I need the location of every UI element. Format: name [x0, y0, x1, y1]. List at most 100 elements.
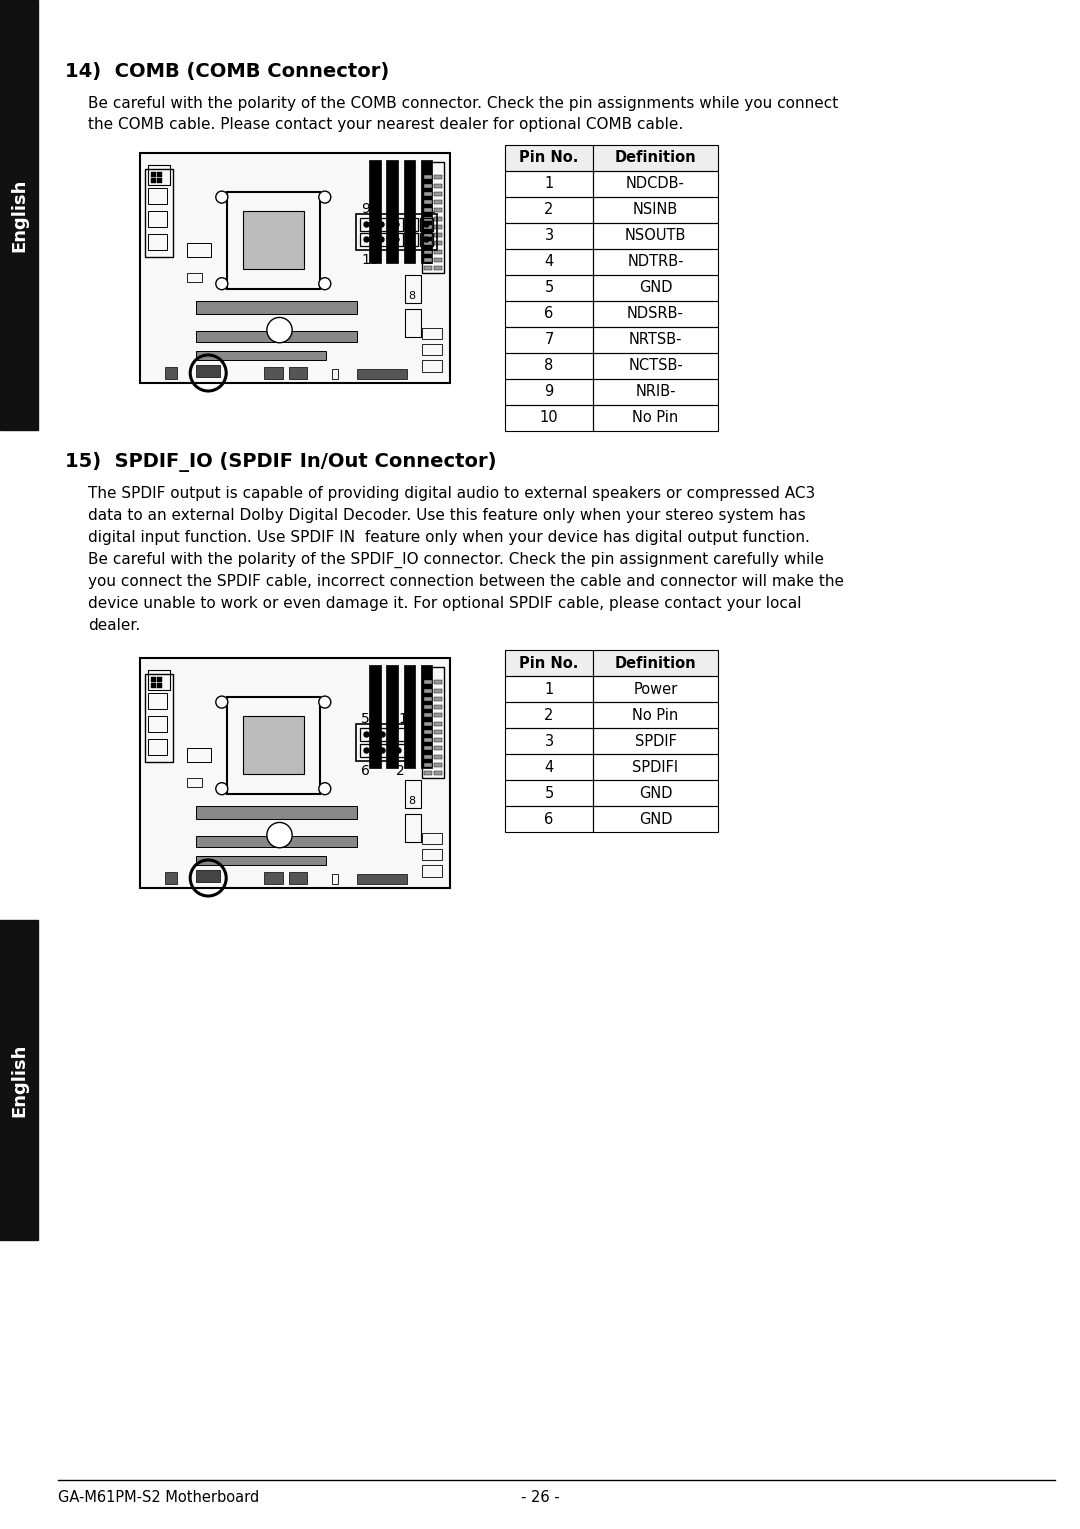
Bar	[165, 367, 177, 379]
Bar	[422, 162, 444, 272]
Bar	[227, 697, 320, 794]
Bar	[434, 763, 442, 768]
Bar	[434, 266, 442, 271]
Bar	[357, 875, 406, 884]
Bar	[424, 729, 432, 734]
Circle shape	[394, 222, 399, 226]
Bar	[593, 145, 718, 171]
Bar	[227, 193, 320, 289]
Text: device unable to work or even damage it. For optional SPDIF cable, please contac: device unable to work or even damage it.…	[87, 596, 801, 612]
Bar	[505, 379, 593, 405]
Text: 1: 1	[427, 202, 435, 216]
Bar	[243, 211, 303, 269]
Text: 10: 10	[540, 410, 558, 425]
Bar	[593, 223, 718, 249]
Bar	[375, 232, 388, 246]
Bar	[434, 258, 442, 261]
Text: English: English	[10, 179, 28, 252]
Text: Power: Power	[633, 682, 677, 697]
Bar	[505, 780, 593, 806]
Bar	[593, 676, 718, 702]
Bar	[424, 714, 432, 717]
Text: NDTRB-: NDTRB-	[627, 254, 684, 269]
Bar	[424, 722, 432, 726]
Circle shape	[379, 222, 384, 226]
Circle shape	[216, 278, 228, 289]
Bar	[434, 217, 442, 220]
Bar	[405, 815, 421, 842]
Circle shape	[319, 783, 330, 795]
Bar	[434, 697, 442, 700]
Bar	[593, 327, 718, 353]
Bar	[424, 183, 432, 188]
Circle shape	[394, 237, 399, 242]
Bar	[157, 171, 162, 177]
Bar	[148, 716, 166, 731]
Bar	[422, 667, 444, 778]
Text: 6: 6	[361, 764, 369, 778]
Bar	[405, 780, 421, 807]
Bar	[505, 676, 593, 702]
Text: NDSRB-: NDSRB-	[627, 306, 684, 321]
Bar	[390, 232, 403, 246]
Text: 5: 5	[544, 280, 554, 295]
Bar	[434, 200, 442, 203]
Bar	[505, 223, 593, 249]
Circle shape	[216, 191, 228, 203]
Bar	[424, 258, 432, 261]
Text: Pin No.: Pin No.	[519, 656, 579, 671]
Bar	[197, 365, 220, 378]
Circle shape	[267, 318, 293, 342]
Bar	[424, 234, 432, 237]
Text: 2: 2	[544, 202, 554, 217]
Bar	[360, 219, 373, 231]
Circle shape	[364, 732, 369, 737]
Text: dealer.: dealer.	[87, 618, 140, 633]
Bar	[424, 697, 432, 700]
Bar	[434, 234, 442, 237]
Bar	[593, 301, 718, 327]
Bar	[434, 705, 442, 709]
Bar	[404, 161, 416, 263]
Bar	[157, 677, 162, 682]
Bar	[434, 729, 442, 734]
Bar	[434, 688, 442, 693]
Bar	[376, 728, 389, 742]
Bar	[424, 225, 432, 229]
Circle shape	[319, 191, 330, 203]
Bar	[434, 722, 442, 726]
Bar	[404, 665, 416, 769]
Bar	[434, 191, 442, 196]
Bar	[422, 359, 442, 372]
Bar	[187, 778, 202, 787]
Bar	[593, 702, 718, 728]
Bar	[390, 219, 403, 231]
Bar	[333, 875, 338, 884]
Bar	[420, 161, 432, 263]
Bar	[505, 171, 593, 197]
Bar	[434, 242, 442, 246]
Bar	[593, 379, 718, 405]
Bar	[424, 217, 432, 220]
Bar	[360, 728, 373, 742]
Circle shape	[424, 237, 429, 242]
Bar	[148, 693, 166, 708]
Bar	[505, 806, 593, 832]
Bar	[505, 249, 593, 275]
Text: 1: 1	[544, 682, 554, 697]
Bar	[197, 870, 220, 882]
Bar	[434, 225, 442, 229]
Bar	[505, 650, 593, 676]
Bar	[505, 145, 593, 171]
Bar	[165, 872, 177, 884]
Bar	[434, 183, 442, 188]
Text: NRIB-: NRIB-	[635, 384, 676, 399]
Circle shape	[379, 237, 384, 242]
Bar	[593, 275, 718, 301]
Text: - 26 -: - 26 -	[521, 1491, 559, 1506]
Circle shape	[216, 696, 228, 708]
Bar	[593, 780, 718, 806]
Text: the COMB cable. Please contact your nearest dealer for optional COMB cable.: the COMB cable. Please contact your near…	[87, 118, 684, 131]
Bar	[424, 191, 432, 196]
Text: 14)  COMB (COMB Connector): 14) COMB (COMB Connector)	[65, 63, 389, 81]
